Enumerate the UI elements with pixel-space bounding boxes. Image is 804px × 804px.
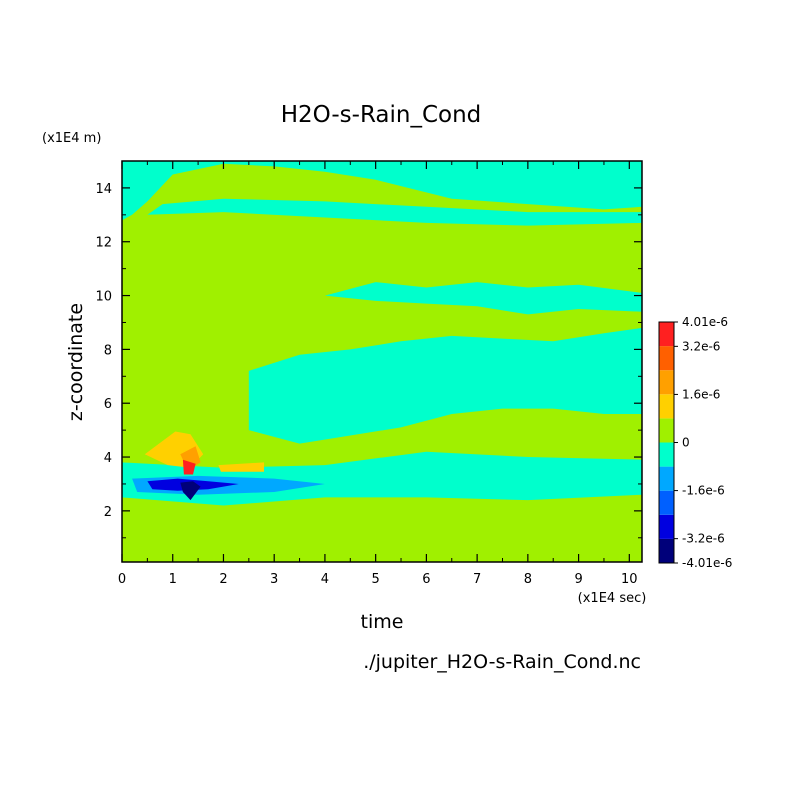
contour-region — [248, 327, 642, 444]
x-axis-unit: (x1E4 sec) — [578, 591, 647, 606]
colorbar-segment — [659, 370, 674, 395]
colorbar-label: 0 — [682, 436, 690, 450]
colorbar-label: 4.01e-6 — [682, 315, 728, 329]
contour-region — [122, 161, 642, 221]
colorbar-segment — [659, 442, 674, 467]
source-file-label: ./jupiter_H2O-s-Rain_Cond.nc — [363, 651, 641, 673]
colorbar-segment — [659, 514, 674, 539]
contour-regions — [122, 161, 642, 506]
x-tick-label: 7 — [473, 572, 481, 587]
colorbar: 4.01e-6 3.2e-6 1.6e-6 0 -1.6e-6 -3.2e-6 -4.01e… — [658, 315, 732, 570]
x-tick-label: 0 — [118, 572, 126, 587]
colorbar-segment — [659, 418, 674, 443]
y-tick-label: 2 — [104, 505, 112, 520]
x-tick-label: 3 — [270, 572, 278, 587]
x-tick-label: 1 — [169, 572, 177, 587]
colorbar-segment — [659, 538, 674, 563]
y-tick-label: 14 — [95, 182, 112, 197]
y-tick-label: 12 — [95, 236, 112, 251]
colorbar-segment — [659, 394, 674, 419]
colorbar-label: -4.01e-6 — [682, 556, 732, 570]
colorbar-segment — [659, 490, 674, 515]
contour-region — [147, 198, 642, 226]
y-axis: 2 4 6 8 10 12 14 — [95, 182, 642, 539]
x-tick-label: 8 — [524, 572, 532, 587]
x-axis: 0 1 2 3 4 5 6 7 8 9 10 — [118, 161, 638, 587]
chart-title: H2O-s-Rain_Cond — [281, 102, 482, 128]
colorbar-label: -3.2e-6 — [682, 532, 725, 546]
contour-region — [218, 462, 264, 472]
colorbar-segment — [659, 466, 674, 491]
y-axis-unit: (x1E4 m) — [42, 131, 101, 146]
y-tick-label: 6 — [104, 397, 112, 412]
x-tick-label: 2 — [219, 572, 227, 587]
x-axis-label: time — [361, 611, 404, 633]
y-axis-label: z-coordinate — [65, 303, 87, 421]
y-tick-label: 8 — [104, 343, 112, 358]
colorbar-segment — [659, 346, 674, 371]
x-tick-label: 6 — [422, 572, 430, 587]
plot-frame — [121, 160, 643, 563]
contour-region — [324, 282, 642, 315]
y-tick-label: 4 — [104, 451, 112, 466]
colorbar-label: -1.6e-6 — [682, 484, 725, 498]
x-tick-label: 10 — [621, 572, 638, 587]
colorbar-label: 1.6e-6 — [682, 387, 720, 401]
colorbar-segment — [659, 322, 674, 347]
x-tick-label: 5 — [372, 572, 380, 587]
colorbar-label: 3.2e-6 — [682, 339, 720, 353]
contour-region — [182, 459, 196, 475]
x-tick-label: 4 — [321, 572, 329, 587]
y-tick-label: 10 — [95, 290, 112, 305]
x-tick-label: 9 — [574, 572, 582, 587]
contour-region — [180, 481, 201, 501]
